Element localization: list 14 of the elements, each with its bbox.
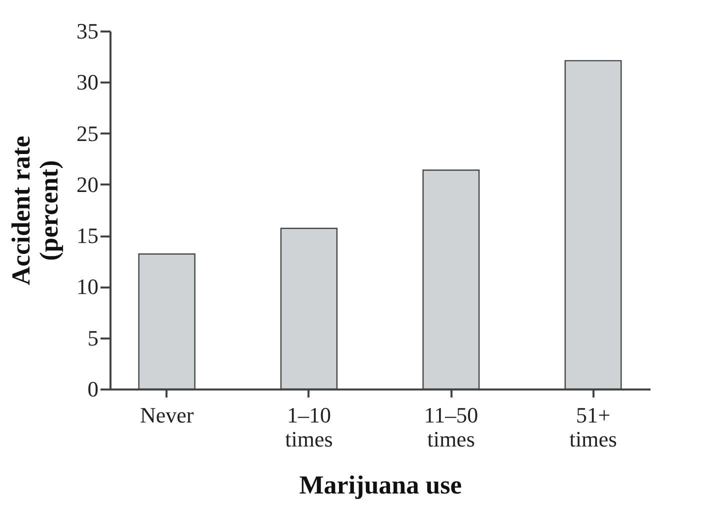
y-axis-title: Accident rate (percent) <box>6 136 64 286</box>
y-tick-label: 5 <box>88 325 98 350</box>
x-axis-title: Marijuana use <box>299 470 462 500</box>
y-tick-label: 10 <box>76 274 98 300</box>
y-tick-label: 15 <box>76 223 98 248</box>
x-tick-label: 51+ times <box>569 402 617 452</box>
y-tick-label: 20 <box>76 172 98 197</box>
y-tick-label: 0 <box>88 376 98 402</box>
x-tick-label: 1–10 times <box>285 402 333 452</box>
y-tick-label: 25 <box>76 120 98 146</box>
y-tick-label: 30 <box>76 70 98 95</box>
y-tick-label: 35 <box>76 18 98 44</box>
x-tick-label: Never <box>140 402 194 428</box>
x-tick-label: 11–50 times <box>424 402 478 452</box>
